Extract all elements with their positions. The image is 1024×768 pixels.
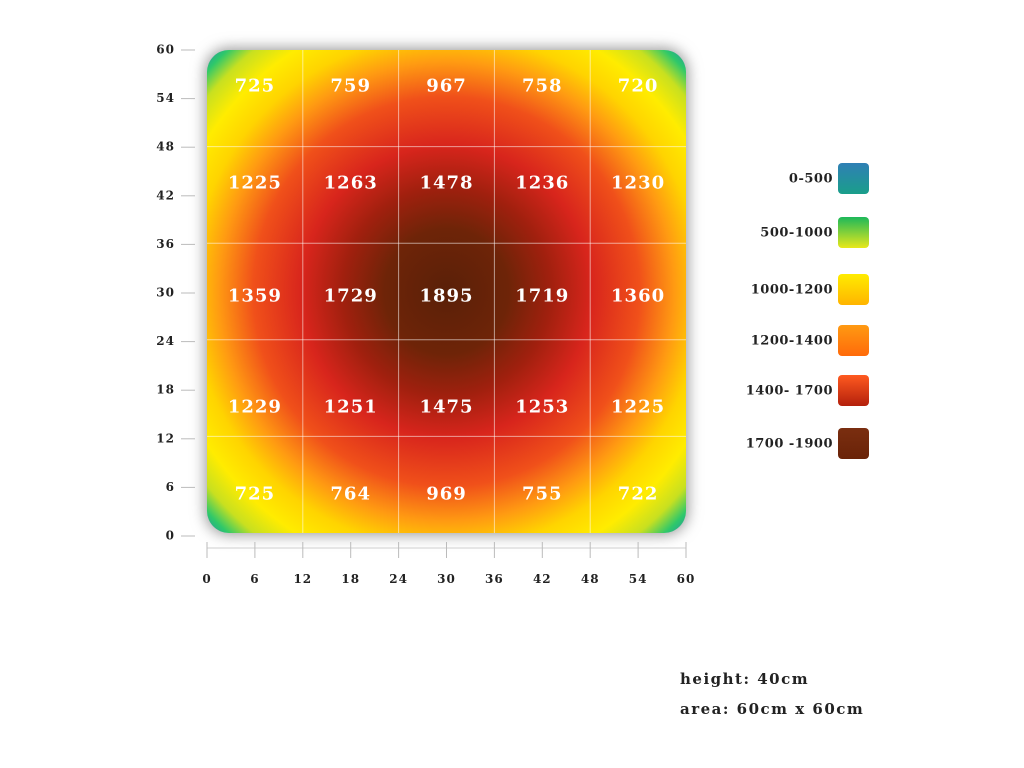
height-info: height: 40cm xyxy=(680,670,810,688)
y-tick-label: 6 xyxy=(166,480,175,494)
cell-value: 725 xyxy=(235,483,276,504)
cell-value: 1359 xyxy=(228,285,282,306)
cell-value: 1263 xyxy=(324,172,378,193)
y-tick-label: 60 xyxy=(156,43,175,57)
cell-value: 1236 xyxy=(515,172,569,193)
y-tick-label: 24 xyxy=(156,334,175,348)
y-tick-label: 48 xyxy=(156,140,175,154)
x-tick-label: 18 xyxy=(341,572,360,586)
x-tick-label: 0 xyxy=(202,572,211,586)
legend-label: 0-500 xyxy=(789,172,833,187)
cell-value: 759 xyxy=(330,76,371,97)
cell-value: 1895 xyxy=(419,285,473,306)
x-tick-label: 54 xyxy=(629,572,648,586)
cell-value: 755 xyxy=(522,483,563,504)
x-tick-label: 36 xyxy=(485,572,504,586)
y-tick-label: 0 xyxy=(166,529,175,543)
cell-value: 758 xyxy=(522,76,563,97)
cell-value: 1475 xyxy=(419,396,473,417)
legend-swatch xyxy=(838,375,869,406)
legend-swatch xyxy=(838,274,869,305)
x-tick-label: 42 xyxy=(533,572,552,586)
legend-label: 1000-1200 xyxy=(751,283,833,298)
cell-value: 1230 xyxy=(611,172,665,193)
legend-label: 500-1000 xyxy=(760,226,833,241)
legend-swatch xyxy=(838,217,869,248)
y-tick-label: 54 xyxy=(156,91,175,105)
cell-value: 1719 xyxy=(515,285,569,306)
area-info: area: 60cm x 60cm xyxy=(680,700,865,718)
legend-label: 1700 -1900 xyxy=(746,437,833,452)
x-tick-label: 48 xyxy=(581,572,600,586)
cell-value: 764 xyxy=(330,483,371,504)
cell-value: 1225 xyxy=(228,172,282,193)
legend-label: 1200-1400 xyxy=(751,334,833,349)
cell-value: 1253 xyxy=(515,396,569,417)
legend-label: 1400- 1700 xyxy=(746,384,833,399)
x-tick-label: 60 xyxy=(677,572,696,586)
cell-value: 1360 xyxy=(611,285,665,306)
x-tick-label: 12 xyxy=(293,572,312,586)
cell-value: 725 xyxy=(235,76,276,97)
x-tick-label: 30 xyxy=(437,572,456,586)
x-tick-label: 6 xyxy=(250,572,259,586)
legend-swatch xyxy=(838,428,869,459)
cell-value: 722 xyxy=(618,483,659,504)
cell-value: 1478 xyxy=(419,172,473,193)
cell-value: 967 xyxy=(426,76,467,97)
heat-plate xyxy=(207,50,686,533)
y-tick-label: 42 xyxy=(156,188,175,202)
legend-swatch xyxy=(838,163,869,194)
x-tick-label: 24 xyxy=(389,572,408,586)
cell-value: 969 xyxy=(426,483,467,504)
legend-swatch xyxy=(838,325,869,356)
cell-value: 1225 xyxy=(611,396,665,417)
cell-value: 720 xyxy=(618,76,659,97)
cell-value: 1729 xyxy=(324,285,378,306)
cell-value: 1229 xyxy=(228,396,282,417)
y-tick-label: 36 xyxy=(156,237,175,251)
heat-gradient xyxy=(207,50,686,533)
y-tick-label: 30 xyxy=(156,286,175,300)
y-tick-label: 12 xyxy=(156,431,175,445)
cell-value: 1251 xyxy=(324,396,378,417)
y-tick-label: 18 xyxy=(156,383,175,397)
